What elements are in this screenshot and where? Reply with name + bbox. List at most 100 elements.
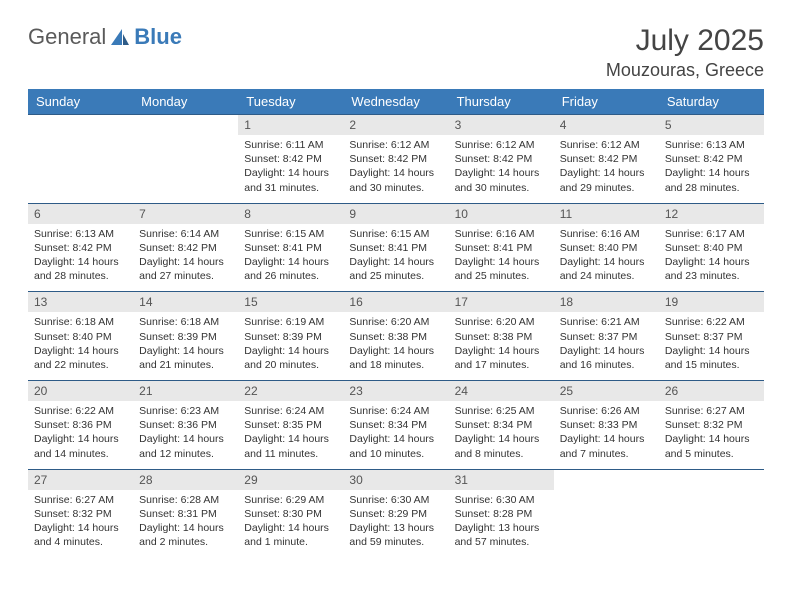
day-details: Sunrise: 6:16 AMSunset: 8:40 PMDaylight:… bbox=[554, 224, 659, 292]
weekday-header: Wednesday bbox=[343, 89, 448, 115]
day-number: 17 bbox=[449, 292, 554, 312]
calendar-day-cell: 17Sunrise: 6:20 AMSunset: 8:38 PMDayligh… bbox=[449, 292, 554, 381]
calendar-empty-cell bbox=[659, 469, 764, 557]
day-number: 25 bbox=[554, 381, 659, 401]
day-details: Sunrise: 6:18 AMSunset: 8:40 PMDaylight:… bbox=[28, 312, 133, 380]
calendar-day-cell: 24Sunrise: 6:25 AMSunset: 8:34 PMDayligh… bbox=[449, 381, 554, 470]
day-number: 19 bbox=[659, 292, 764, 312]
weekday-header: Thursday bbox=[449, 89, 554, 115]
day-details: Sunrise: 6:18 AMSunset: 8:39 PMDaylight:… bbox=[133, 312, 238, 380]
day-number: 31 bbox=[449, 470, 554, 490]
calendar-day-cell: 31Sunrise: 6:30 AMSunset: 8:28 PMDayligh… bbox=[449, 469, 554, 557]
calendar-table: SundayMondayTuesdayWednesdayThursdayFrid… bbox=[28, 89, 764, 557]
weekday-header: Friday bbox=[554, 89, 659, 115]
day-details: Sunrise: 6:12 AMSunset: 8:42 PMDaylight:… bbox=[343, 135, 448, 203]
weekday-header: Monday bbox=[133, 89, 238, 115]
calendar-day-cell: 23Sunrise: 6:24 AMSunset: 8:34 PMDayligh… bbox=[343, 381, 448, 470]
day-number: 12 bbox=[659, 204, 764, 224]
day-details: Sunrise: 6:28 AMSunset: 8:31 PMDaylight:… bbox=[133, 490, 238, 558]
calendar-day-cell: 28Sunrise: 6:28 AMSunset: 8:31 PMDayligh… bbox=[133, 469, 238, 557]
day-number: 27 bbox=[28, 470, 133, 490]
day-number: 23 bbox=[343, 381, 448, 401]
calendar-week-row: 20Sunrise: 6:22 AMSunset: 8:36 PMDayligh… bbox=[28, 381, 764, 470]
calendar-empty-cell bbox=[28, 115, 133, 204]
day-details: Sunrise: 6:20 AMSunset: 8:38 PMDaylight:… bbox=[343, 312, 448, 380]
day-number: 28 bbox=[133, 470, 238, 490]
day-details: Sunrise: 6:27 AMSunset: 8:32 PMDaylight:… bbox=[28, 490, 133, 558]
calendar-day-cell: 10Sunrise: 6:16 AMSunset: 8:41 PMDayligh… bbox=[449, 203, 554, 292]
day-number: 20 bbox=[28, 381, 133, 401]
day-details: Sunrise: 6:12 AMSunset: 8:42 PMDaylight:… bbox=[554, 135, 659, 203]
day-number: 18 bbox=[554, 292, 659, 312]
calendar-day-cell: 5Sunrise: 6:13 AMSunset: 8:42 PMDaylight… bbox=[659, 115, 764, 204]
calendar-day-cell: 12Sunrise: 6:17 AMSunset: 8:40 PMDayligh… bbox=[659, 203, 764, 292]
day-details: Sunrise: 6:22 AMSunset: 8:37 PMDaylight:… bbox=[659, 312, 764, 380]
calendar-day-cell: 11Sunrise: 6:16 AMSunset: 8:40 PMDayligh… bbox=[554, 203, 659, 292]
calendar-day-cell: 1Sunrise: 6:11 AMSunset: 8:42 PMDaylight… bbox=[238, 115, 343, 204]
day-details: Sunrise: 6:15 AMSunset: 8:41 PMDaylight:… bbox=[238, 224, 343, 292]
day-number: 22 bbox=[238, 381, 343, 401]
day-number: 2 bbox=[343, 115, 448, 135]
calendar-header-row: SundayMondayTuesdayWednesdayThursdayFrid… bbox=[28, 89, 764, 115]
day-number: 15 bbox=[238, 292, 343, 312]
day-details: Sunrise: 6:13 AMSunset: 8:42 PMDaylight:… bbox=[659, 135, 764, 203]
calendar-week-row: 27Sunrise: 6:27 AMSunset: 8:32 PMDayligh… bbox=[28, 469, 764, 557]
calendar-day-cell: 29Sunrise: 6:29 AMSunset: 8:30 PMDayligh… bbox=[238, 469, 343, 557]
day-details: Sunrise: 6:27 AMSunset: 8:32 PMDaylight:… bbox=[659, 401, 764, 469]
day-number: 14 bbox=[133, 292, 238, 312]
calendar-day-cell: 30Sunrise: 6:30 AMSunset: 8:29 PMDayligh… bbox=[343, 469, 448, 557]
day-number: 5 bbox=[659, 115, 764, 135]
day-number: 21 bbox=[133, 381, 238, 401]
calendar-day-cell: 27Sunrise: 6:27 AMSunset: 8:32 PMDayligh… bbox=[28, 469, 133, 557]
calendar-day-cell: 16Sunrise: 6:20 AMSunset: 8:38 PMDayligh… bbox=[343, 292, 448, 381]
day-number: 1 bbox=[238, 115, 343, 135]
calendar-empty-cell bbox=[133, 115, 238, 204]
month-title: July 2025 bbox=[606, 24, 764, 58]
calendar-day-cell: 2Sunrise: 6:12 AMSunset: 8:42 PMDaylight… bbox=[343, 115, 448, 204]
day-details: Sunrise: 6:13 AMSunset: 8:42 PMDaylight:… bbox=[28, 224, 133, 292]
day-number: 13 bbox=[28, 292, 133, 312]
calendar-day-cell: 4Sunrise: 6:12 AMSunset: 8:42 PMDaylight… bbox=[554, 115, 659, 204]
day-number: 4 bbox=[554, 115, 659, 135]
day-number: 11 bbox=[554, 204, 659, 224]
calendar-week-row: 6Sunrise: 6:13 AMSunset: 8:42 PMDaylight… bbox=[28, 203, 764, 292]
day-details: Sunrise: 6:30 AMSunset: 8:29 PMDaylight:… bbox=[343, 490, 448, 558]
logo-sail-icon bbox=[110, 28, 130, 46]
calendar-empty-cell bbox=[554, 469, 659, 557]
calendar-day-cell: 14Sunrise: 6:18 AMSunset: 8:39 PMDayligh… bbox=[133, 292, 238, 381]
day-number: 16 bbox=[343, 292, 448, 312]
day-details: Sunrise: 6:15 AMSunset: 8:41 PMDaylight:… bbox=[343, 224, 448, 292]
day-details: Sunrise: 6:19 AMSunset: 8:39 PMDaylight:… bbox=[238, 312, 343, 380]
day-details: Sunrise: 6:11 AMSunset: 8:42 PMDaylight:… bbox=[238, 135, 343, 203]
day-number: 29 bbox=[238, 470, 343, 490]
day-details: Sunrise: 6:20 AMSunset: 8:38 PMDaylight:… bbox=[449, 312, 554, 380]
calendar-day-cell: 21Sunrise: 6:23 AMSunset: 8:36 PMDayligh… bbox=[133, 381, 238, 470]
logo-text-2: Blue bbox=[134, 24, 182, 50]
calendar-day-cell: 22Sunrise: 6:24 AMSunset: 8:35 PMDayligh… bbox=[238, 381, 343, 470]
logo-text-1: General bbox=[28, 24, 106, 50]
calendar-day-cell: 6Sunrise: 6:13 AMSunset: 8:42 PMDaylight… bbox=[28, 203, 133, 292]
calendar-day-cell: 20Sunrise: 6:22 AMSunset: 8:36 PMDayligh… bbox=[28, 381, 133, 470]
calendar-week-row: 1Sunrise: 6:11 AMSunset: 8:42 PMDaylight… bbox=[28, 115, 764, 204]
header: General Blue July 2025 Mouzouras, Greece bbox=[28, 24, 764, 81]
day-number: 26 bbox=[659, 381, 764, 401]
day-details: Sunrise: 6:14 AMSunset: 8:42 PMDaylight:… bbox=[133, 224, 238, 292]
logo: General Blue bbox=[28, 24, 182, 50]
day-details: Sunrise: 6:22 AMSunset: 8:36 PMDaylight:… bbox=[28, 401, 133, 469]
calendar-day-cell: 19Sunrise: 6:22 AMSunset: 8:37 PMDayligh… bbox=[659, 292, 764, 381]
day-details: Sunrise: 6:25 AMSunset: 8:34 PMDaylight:… bbox=[449, 401, 554, 469]
day-number: 24 bbox=[449, 381, 554, 401]
day-number: 30 bbox=[343, 470, 448, 490]
day-details: Sunrise: 6:21 AMSunset: 8:37 PMDaylight:… bbox=[554, 312, 659, 380]
day-number: 10 bbox=[449, 204, 554, 224]
day-details: Sunrise: 6:23 AMSunset: 8:36 PMDaylight:… bbox=[133, 401, 238, 469]
calendar-day-cell: 26Sunrise: 6:27 AMSunset: 8:32 PMDayligh… bbox=[659, 381, 764, 470]
location: Mouzouras, Greece bbox=[606, 60, 764, 81]
day-details: Sunrise: 6:16 AMSunset: 8:41 PMDaylight:… bbox=[449, 224, 554, 292]
day-details: Sunrise: 6:24 AMSunset: 8:35 PMDaylight:… bbox=[238, 401, 343, 469]
weekday-header: Saturday bbox=[659, 89, 764, 115]
weekday-header: Tuesday bbox=[238, 89, 343, 115]
day-details: Sunrise: 6:29 AMSunset: 8:30 PMDaylight:… bbox=[238, 490, 343, 558]
day-details: Sunrise: 6:30 AMSunset: 8:28 PMDaylight:… bbox=[449, 490, 554, 558]
weekday-header: Sunday bbox=[28, 89, 133, 115]
